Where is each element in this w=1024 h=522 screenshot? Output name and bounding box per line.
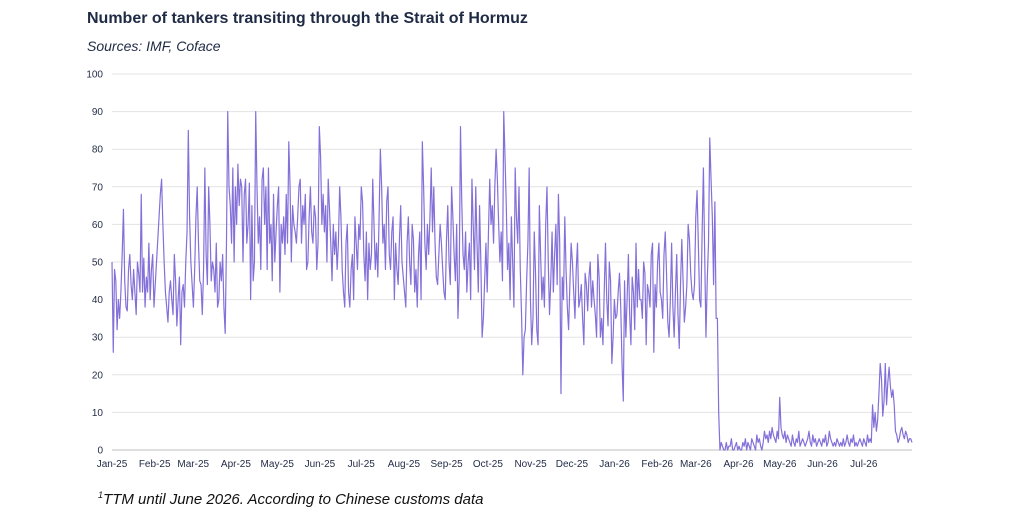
- x-tick-label: Apr-25: [221, 459, 251, 470]
- x-tick-label: Aug-25: [388, 459, 421, 470]
- x-tick-label: Mar-25: [177, 459, 209, 470]
- x-tick-label: Dec-25: [556, 459, 589, 470]
- y-tick-label: 70: [92, 182, 104, 193]
- x-tick-label: Sep-25: [430, 459, 463, 470]
- footnote-mark: 1: [98, 490, 104, 500]
- footnote-text: TTM until June 2026. According to Chines…: [103, 491, 484, 508]
- x-tick-label: Jan-25: [97, 459, 128, 470]
- y-axis-labels: 0 10 20 30 40 50 60 70 80 90 100: [86, 70, 103, 457]
- y-tick-label: 30: [92, 333, 104, 344]
- line-chart: 0 10 20 30 40 50 60 70 80 90 100 Jan-25 Feb-25 Mar-2…: [86, 70, 913, 470]
- y-tick-label: 50: [92, 258, 104, 269]
- y-tick-label: 90: [92, 107, 104, 118]
- x-tick-label: Oct-25: [473, 459, 503, 470]
- y-tick-label: 100: [86, 70, 103, 81]
- y-tick-label: 40: [92, 295, 104, 306]
- x-tick-label: Feb-26: [641, 459, 673, 470]
- x-tick-label: Jul-26: [850, 459, 878, 470]
- x-tick-label: Jan-26: [599, 459, 630, 470]
- x-tick-label: Feb-25: [139, 459, 171, 470]
- series-line-group: [111, 110, 913, 451]
- y-tick-label: 20: [92, 370, 104, 381]
- x-tick-label: Jul-25: [348, 459, 376, 470]
- series-line: [111, 110, 913, 451]
- y-tick-label: 80: [92, 145, 104, 156]
- gridlines: [112, 73, 912, 451]
- y-tick-label: 10: [92, 408, 104, 419]
- chart-title: Number of tankers transiting through the…: [87, 10, 528, 27]
- y-tick-label: 60: [92, 220, 104, 231]
- x-tick-label: May-26: [763, 459, 797, 470]
- y-tick-label: 0: [97, 446, 103, 457]
- x-tick-label: Jun-25: [305, 459, 336, 470]
- x-tick-label: Jun-26: [807, 459, 838, 470]
- x-tick-label: Apr-26: [723, 459, 753, 470]
- x-tick-label: May-25: [261, 459, 295, 470]
- x-axis-labels: Jan-25 Feb-25 Mar-25 Apr-25 May-25 Jun-25 Jul-…: [97, 459, 878, 470]
- x-tick-label: Nov-25: [514, 459, 547, 470]
- footnote: 1TTM until June 2026. According to Chine…: [98, 490, 484, 508]
- chart-subtitle: Sources: IMF, Coface: [87, 38, 221, 54]
- x-tick-label: Mar-26: [680, 459, 712, 470]
